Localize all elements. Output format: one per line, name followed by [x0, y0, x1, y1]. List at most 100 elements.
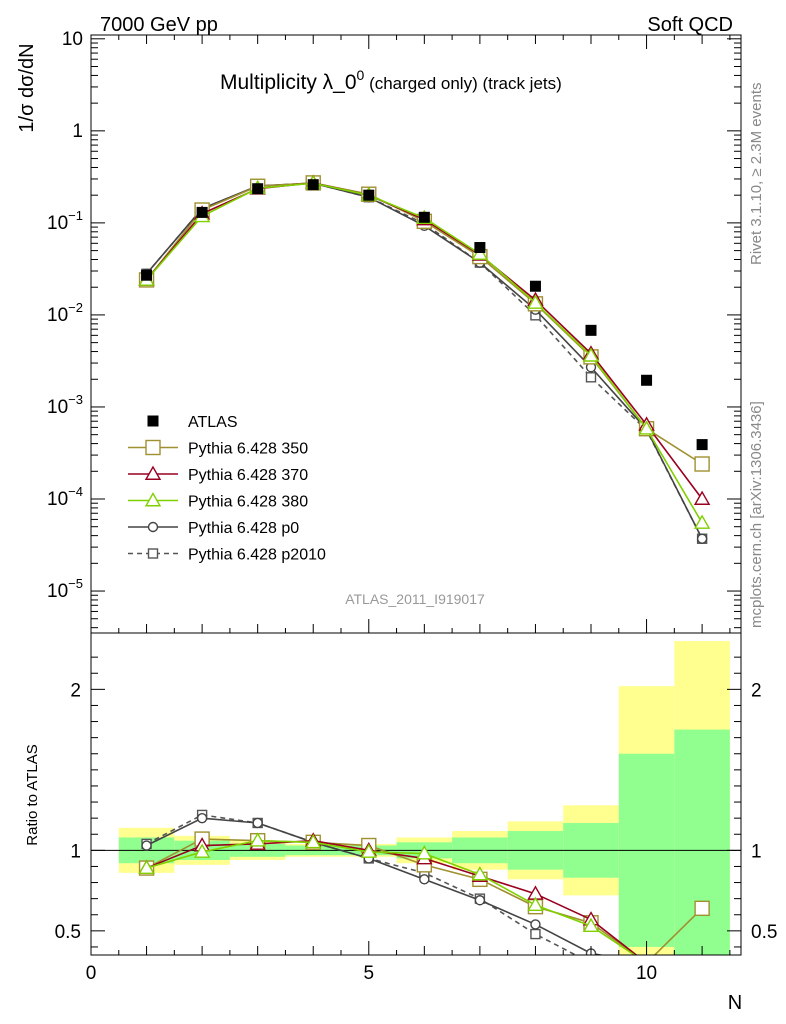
main-point-atlas-7 [474, 242, 486, 254]
ratio-point-p380-5 [360, 843, 377, 858]
legend-entry-atlas: ATLAS [147, 414, 238, 431]
main-point-atlas-11 [696, 439, 708, 451]
plot-title-sup: 0 [357, 67, 365, 83]
legend-entry-p370: Pythia 6.428 370 [128, 465, 308, 484]
ratio-line-p370 [146, 839, 638, 955]
legend-entry-p380: Pythia 6.428 380 [128, 492, 308, 511]
main-series-p2010 [141, 177, 708, 544]
main-ytick-label: 10−4 [47, 484, 83, 510]
ratio-point-p380-9 [582, 917, 600, 932]
legend: ATLAS Pythia 6.428 350 Pythia 6.428 370 Pyt… [128, 414, 326, 564]
main-point-p380-11 [693, 514, 711, 529]
main-series-atlas [141, 179, 708, 451]
main-ytick-label: 10−3 [47, 392, 83, 418]
ratio-point-p380-7 [471, 866, 489, 881]
main-point-p380-7 [471, 245, 489, 260]
main-point-atlas-6 [418, 211, 430, 223]
legend-label-p2010: Pythia 6.428 p2010 [188, 547, 326, 564]
legend-marker-p380 [144, 492, 162, 507]
main-point-p380-9 [582, 347, 600, 362]
main-point-atlas-5 [363, 189, 375, 201]
ratio-ytick-label-right: 0.5 [751, 922, 777, 943]
legend-marker-p370 [144, 465, 162, 480]
ratio-ytick-label-right: 1 [751, 841, 762, 862]
legend-entry-p0: Pythia 6.428 p0 [128, 520, 299, 537]
ratio-ytick-label-right: 2 [751, 680, 762, 701]
main-point-atlas-8 [529, 280, 541, 292]
analysis-id: ATLAS_2011_I919017 [345, 591, 485, 607]
ratio-point-p380-1 [138, 859, 155, 875]
ratio-point-p0-1 [141, 840, 152, 851]
mcplots-label: mcplots.cern.ch [arXiv:1306.3436] [748, 401, 765, 628]
main-point-atlas-1 [141, 269, 153, 281]
ratio-band-inner-11 [674, 729, 730, 955]
ratio-point-p350-11 [694, 900, 710, 917]
legend-marker-p350 [145, 439, 161, 456]
rivet-label: Rivet 3.1.10, ≥ 2.3M events [748, 83, 765, 266]
ratio-point-p380-6 [416, 845, 433, 860]
main-point-atlas-3 [252, 183, 264, 195]
legend-marker-p2010 [147, 548, 159, 559]
ratio-line-p380 [146, 839, 636, 955]
main-series-p0 [141, 177, 708, 544]
legend-entry-p350: Pythia 6.428 350 [128, 439, 308, 458]
ratio-point-p380-3 [249, 832, 266, 847]
legend-label-p370: Pythia 6.428 370 [188, 467, 308, 484]
legend-marker-p0 [147, 521, 159, 533]
legend-label-p0: Pythia 6.428 p0 [188, 520, 299, 537]
plot-title: Multiplicity λ_00 (charged only) (track … [220, 67, 562, 94]
legend-entry-p2010: Pythia 6.428 p2010 [128, 547, 326, 564]
ratio-line-p0 [146, 817, 605, 955]
main-frame [90, 34, 742, 634]
ratio-point-p0-7 [474, 895, 486, 906]
ratio-ytick-label: 2 [70, 680, 81, 701]
ratio-point-p2010-8 [530, 928, 541, 940]
main-point-p380-10 [638, 420, 655, 435]
ratio-point-p0-3 [252, 817, 263, 829]
ratio-point-p0-8 [530, 919, 541, 930]
ratio-ylabel: Ratio to ATLAS [24, 744, 41, 845]
main-ytick-label: 10−2 [47, 300, 83, 326]
xtick-label: 10 [636, 963, 657, 984]
ratio-series-p380 [138, 832, 636, 955]
legend-label-p380: Pythia 6.428 380 [188, 494, 308, 511]
main-line-p2010 [145, 182, 703, 540]
main-point-p380-8 [527, 294, 544, 309]
main-ytick-label: 10−1 [47, 208, 83, 234]
main-point-p2010-9 [585, 372, 597, 383]
ratio-point-p380-2 [193, 843, 211, 858]
ratio-point-p0-6 [419, 874, 430, 885]
ratio-ytick-label: 0.5 [55, 922, 81, 943]
plot-title-main: Multiplicity λ_0 [220, 71, 357, 94]
ratio-frame [90, 632, 742, 956]
main-point-p370-11 [693, 490, 711, 505]
main-point-p350-11 [694, 456, 710, 472]
main-point-p0-11 [696, 533, 708, 544]
energy-label: 7000 GeV pp [100, 14, 218, 36]
axes: 10 1 10−1 10−2 10−3 10−4 10−5 0 5 10 0.5 0.5 1 1 2 2 [47, 29, 777, 984]
legend-label-atlas: ATLAS [188, 414, 238, 431]
main-ytick-label: 1 [72, 121, 83, 142]
main-point-atlas-2 [196, 206, 208, 218]
xtick-label: 5 [363, 963, 374, 984]
main-ylabel: 1/σ dσ/dN [16, 43, 38, 132]
xtick-label: 0 [86, 963, 97, 984]
ratio-point-p380-4 [305, 833, 322, 849]
legend-label-p350: Pythia 6.428 350 [188, 441, 308, 458]
category-label: Soft QCD [647, 14, 733, 36]
ratio-point-p380-8 [527, 896, 544, 912]
ratio-uncertainty-bands [91, 641, 741, 955]
main-point-atlas-4 [307, 179, 319, 191]
main-line-p0 [145, 182, 703, 540]
main-ytick-label: 10 [62, 29, 83, 50]
main-point-atlas-10 [641, 374, 653, 386]
main-point-atlas-9 [585, 324, 597, 336]
ratio-point-p0-2 [196, 812, 208, 824]
ratio-ytick-label: 1 [70, 841, 81, 862]
x-axis-label: N [728, 992, 742, 1014]
main-ytick-label: 10−5 [47, 576, 83, 602]
ratio-panel [138, 809, 710, 955]
main-panel [138, 174, 711, 544]
legend-marker-atlas [147, 415, 159, 427]
